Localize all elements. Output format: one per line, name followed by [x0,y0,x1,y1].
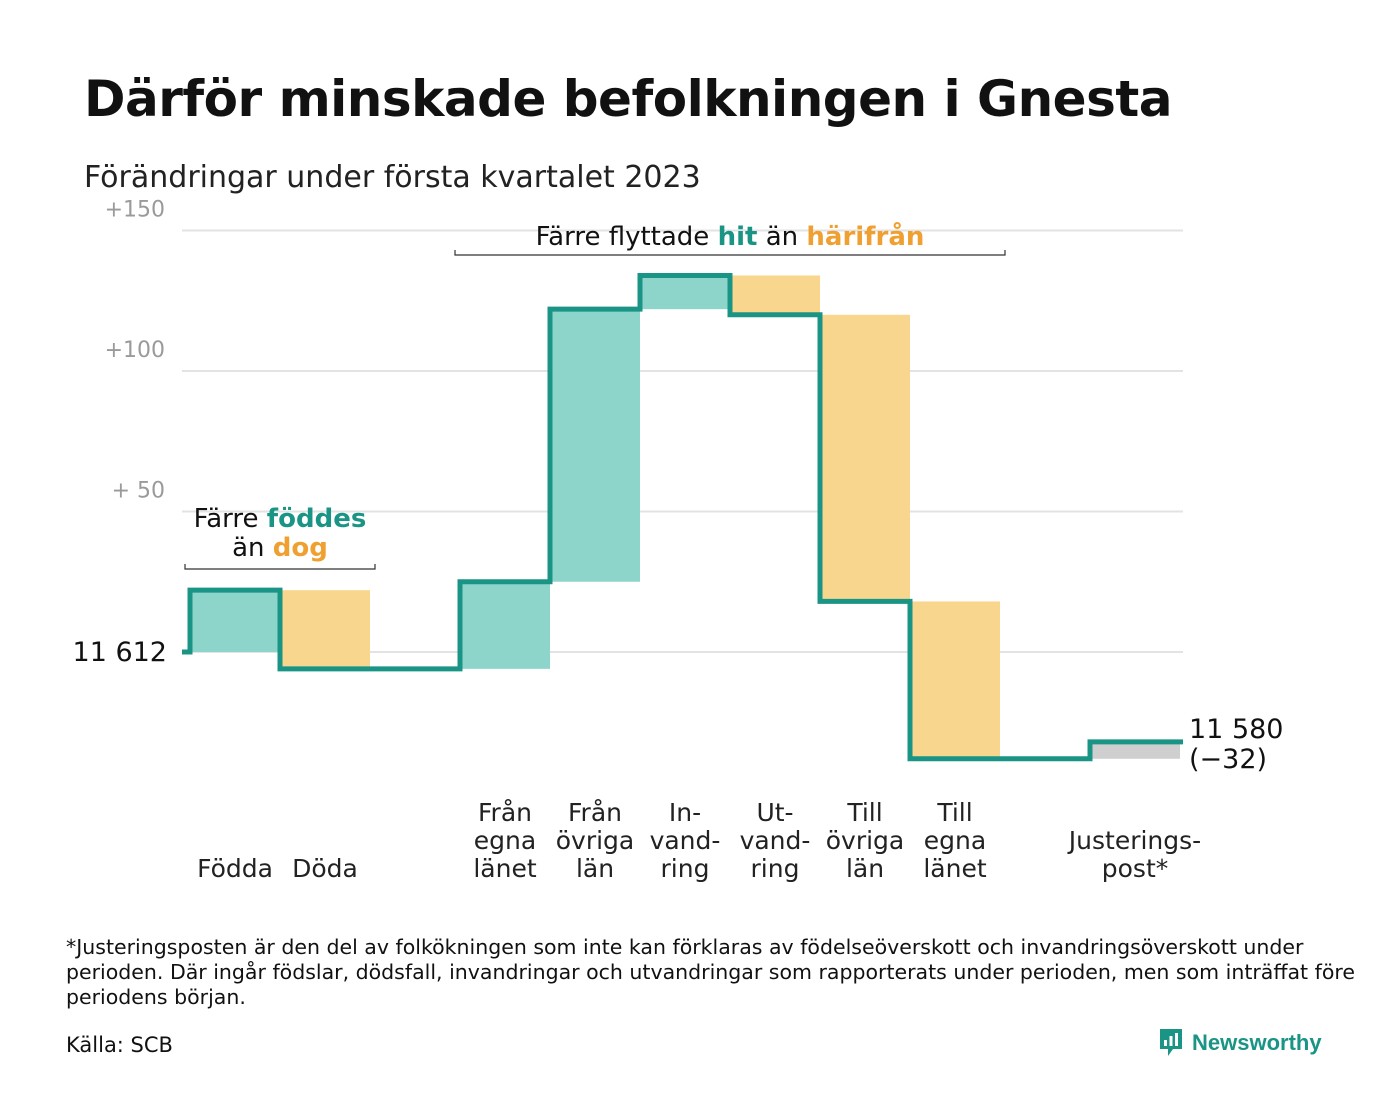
newsworthy-logo-icon [1160,1029,1182,1056]
annotation-segment: föddes [267,504,367,534]
brand-name: Newsworthy [1192,1030,1322,1055]
category-label-line: övriga [826,826,905,855]
category-label-line: län [846,854,884,883]
end-value-label: 11 580 [1189,714,1283,745]
footnote: *Justeringsposten är den del av folkökni… [66,935,1355,1009]
chart-subtitle: Förändringar under första kvartalet 2023 [84,160,701,195]
category-label-line: länet [473,854,536,883]
category-label-line: ring [661,854,710,883]
bars [190,275,1180,759]
y-tick-label: +150 [105,198,165,223]
category-label-invandring: In-vand-ring [650,798,721,883]
category-label-line: Födda [197,854,273,883]
chart-title: Därför minskade befolkningen i Gnesta [84,70,1173,128]
category-label-fran-egna-lanet: Från egna länet [473,798,536,883]
annotation-segment: än [232,533,273,563]
category-label-line: Justerings- [1067,826,1201,855]
bar-till-egna-lanet [910,601,1000,759]
annotation-births-line1: Färre föddes [194,504,367,534]
category-label-line: Från [568,798,622,827]
step-line [182,272,1183,762]
y-axis-ticks: + 50 +100 +150 [105,198,165,504]
category-label-till-ovriga-lan: Till övriga län [826,798,905,883]
end-change-label: (−32) [1189,744,1267,775]
bar-fran-egna-lanet [460,581,550,669]
category-label-line: In- [669,798,701,827]
category-label-line: Till [936,798,972,827]
category-label-line: övriga [556,826,635,855]
category-label-justeringspost: Justerings-post* [1067,826,1201,883]
annotation-migration-line1: Färre flyttade hit än härifrån [536,220,925,252]
category-label-doda: Döda [292,854,358,883]
category-label-line: egna [924,826,986,855]
category-label-line: egna [474,826,536,855]
bar-utvandring [730,275,820,315]
y-tick-label: + 50 [112,479,165,504]
category-label-line: Ut- [756,798,793,827]
bar-fran-ovriga-lan [550,309,640,582]
category-label-line: post* [1102,854,1169,883]
step-line-group [182,272,1183,762]
annotation-segment: dog [273,533,328,563]
bar-fodda [190,590,280,652]
category-label-till-egna-lanet: Till egna länet [923,798,986,883]
category-label-line: vand- [650,826,721,855]
category-label-line: Från [478,798,532,827]
annotation-bracket-migration [454,250,1006,256]
category-label-line: ring [751,854,800,883]
category-label-line: Till [846,798,882,827]
annotation-segment: Färre [194,504,267,534]
annotation-segment: härifrån [806,220,924,252]
bar-till-ovriga-lan [820,314,910,602]
bar-doda [280,590,370,669]
y-tick-label: +100 [105,338,165,363]
category-label-line: vand- [740,826,811,855]
category-label-fodda: Födda [197,854,273,883]
annotation-births-line2: än dog [232,533,328,563]
category-label-fran-ovriga-lan: Från övriga län [556,798,635,883]
category-label-utvandring: Ut-vand-ring [740,798,811,883]
source-note: Källa: SCB [66,1033,173,1057]
brand-logo: Newsworthy [1158,1027,1322,1059]
annotation-segment: Färre flyttade [536,222,718,252]
category-label-line: länet [923,854,986,883]
bar-justeringspost [1090,741,1180,759]
annotation-bracket-births [184,564,376,570]
annotation-segment: hit [718,222,758,252]
value-labels: 11 612 11 580(−32) [73,637,1284,775]
category-label-line: Döda [292,854,358,883]
start-value-label: 11 612 [73,637,167,668]
annotation-segment: än [757,222,806,252]
bar-invandring [640,275,730,310]
category-label-line: län [576,854,614,883]
